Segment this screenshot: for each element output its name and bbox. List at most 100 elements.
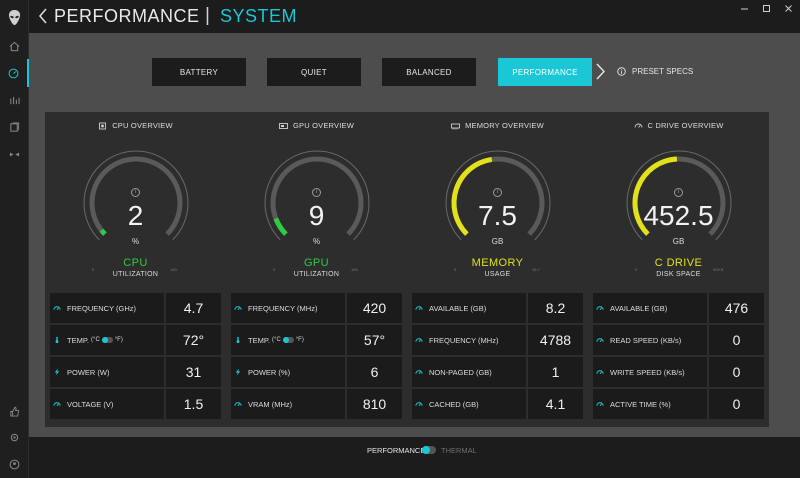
metric-value: 0 — [707, 325, 764, 355]
memory-overview-section: MEMORY OVERVIEW i 7.5 GB MEMORY USAGE 0 15.7 AV… — [407, 112, 588, 427]
mode-performance-button[interactable]: PERFORMANCE — [498, 58, 592, 86]
c-drive-overview-section: C DRIVE OVERVIEW i 452.5 GB C DRIVE DISK SPAC… — [588, 112, 769, 427]
metric-label-cell: VOLTAGE (V) — [53, 389, 161, 419]
sidebar — [0, 0, 29, 478]
gpu-icon — [279, 122, 288, 129]
metric-value: 57° — [345, 325, 402, 355]
page-subtitle: SYSTEM — [220, 6, 298, 26]
lighting-icon — [10, 96, 20, 104]
maximize-icon[interactable] — [762, 4, 771, 13]
section-header: C DRIVE OVERVIEW — [588, 121, 769, 130]
thumbs-up-icon — [10, 406, 20, 417]
metric-row: FREQUENCY (MHz) 4788 — [412, 325, 583, 355]
footer-bar: PERFORMANCE THERMAL — [29, 437, 800, 478]
metric-row: WRITE SPEED (KB/s) 0 — [593, 357, 764, 387]
gauge-icon — [53, 402, 61, 407]
gauge-label: GPU — [303, 257, 330, 269]
gauge-sublabel: UTILIZATION — [293, 271, 340, 278]
gauge-icon — [596, 306, 604, 311]
metric-label: READ SPEED (KB/s) — [610, 335, 682, 345]
metric-value: 0 — [707, 357, 764, 387]
gauge-max-label: 15.7 — [532, 267, 540, 272]
performance-thermal-toggle[interactable] — [422, 446, 436, 454]
temp-unit-toggle[interactable] — [282, 337, 294, 343]
metric-row: TEMP. (°C °F) 57° — [231, 325, 402, 355]
chevron-right-icon — [596, 63, 605, 80]
minimize-icon[interactable] — [740, 4, 749, 13]
metric-label-cell: FREQUENCY (MHz) — [234, 293, 342, 323]
sidebar-item-library[interactable] — [0, 113, 29, 141]
gauge-info-icon[interactable]: i — [45, 180, 226, 198]
sidebar-item-lighting[interactable] — [0, 86, 29, 114]
gauge-label: C DRIVE — [654, 257, 703, 269]
gauge-unit: GB — [491, 237, 504, 246]
info-icon — [617, 67, 626, 76]
metric-row: VRAM (MHz) 810 — [231, 389, 402, 419]
metric-label: AVAILABLE (GB) — [610, 303, 668, 313]
metrics-table: FREQUENCY (GHz) 4.7 TEMP. (°C °F) 72° POW… — [50, 293, 221, 420]
metric-value: 72° — [164, 325, 221, 355]
metric-label-cell: POWER (%) — [234, 357, 342, 387]
bolt-icon — [235, 368, 241, 376]
gpu-overview-section: GPU OVERVIEW i 9% GPU UTILIZATION 0 100 FREQUE… — [226, 112, 407, 427]
sidebar-item-feedback[interactable] — [0, 397, 29, 425]
preset-specs-link[interactable]: PRESET SPECS — [617, 67, 693, 76]
gauge-track — [270, 156, 364, 236]
sidebar-item-performance[interactable] — [0, 59, 29, 87]
temp-unit-toggle[interactable] — [101, 337, 113, 343]
gauge-min-label: 0 — [92, 267, 95, 272]
metric-label: FREQUENCY (GHz) — [67, 303, 137, 313]
gauge-info-icon[interactable]: i — [407, 180, 588, 198]
gauge-outer-ring — [445, 150, 551, 241]
metric-label: NON-PAGED (GB) — [429, 367, 492, 377]
back-arrow-icon[interactable] — [38, 8, 48, 24]
mode-quiet-button[interactable]: QUIET — [267, 58, 361, 86]
metric-label-cell: FREQUENCY (MHz) — [415, 325, 523, 355]
section-header: GPU OVERVIEW — [226, 121, 407, 130]
speedometer-icon — [8, 68, 19, 78]
gauge-icon — [596, 370, 604, 375]
gauge-value: 2 — [127, 200, 144, 231]
sidebar-item-home[interactable] — [0, 32, 29, 60]
gauge-unit: % — [131, 237, 140, 246]
close-icon[interactable] — [784, 4, 793, 13]
metric-label-cell: AVAILABLE (GB) — [415, 293, 523, 323]
sidebar-item-settings[interactable] — [0, 423, 29, 451]
fahrenheit-label: °F) — [295, 337, 304, 343]
metric-row: FREQUENCY (MHz) 420 — [231, 293, 402, 323]
gauge-info-icon[interactable]: i — [588, 180, 769, 198]
metric-row: AVAILABLE (GB) 8.2 — [412, 293, 583, 323]
metric-value: 810 — [345, 389, 402, 419]
metric-row: NON-PAGED (GB) 1 — [412, 357, 583, 387]
mode-battery-button[interactable]: BATTERY — [152, 58, 246, 86]
gauge-unit: GB — [672, 237, 685, 246]
gauge-label: CPU — [123, 257, 148, 269]
gauge-ring — [264, 150, 370, 241]
gauge-fill — [632, 156, 678, 236]
metrics-table: AVAILABLE (GB) 8.2 FREQUENCY (MHz) 4788 … — [412, 293, 583, 420]
metric-row: FREQUENCY (GHz) 4.7 — [50, 293, 221, 323]
metric-row: CACHED (GB) 4.1 — [412, 389, 583, 419]
sidebar-item-account[interactable] — [0, 450, 29, 478]
section-title: MEMORY OVERVIEW — [465, 121, 544, 130]
metric-label: VRAM (MHz) — [248, 399, 293, 409]
gauge-icon — [415, 370, 423, 375]
metrics-table: AVAILABLE (GB) 476 READ SPEED (KB/s) 0 W… — [593, 293, 764, 420]
gauge-value: 452.5 — [643, 200, 714, 231]
sidebar-item-audio[interactable] — [0, 140, 29, 168]
metric-row: TEMP. (°C °F) 72° — [50, 325, 221, 355]
gauge-icon — [415, 338, 423, 343]
metric-label: TEMP. — [248, 335, 270, 345]
metric-value: 4788 — [526, 325, 583, 355]
gauge-info-icon[interactable]: i — [226, 180, 407, 198]
metric-label-cell: ACTIVE TIME (%) — [596, 389, 704, 419]
gauge-icon — [415, 306, 423, 311]
gauge-unit: % — [312, 237, 321, 246]
section-header: MEMORY OVERVIEW — [407, 121, 588, 130]
mode-balanced-button[interactable]: BALANCED — [382, 58, 476, 86]
fahrenheit-label: °F) — [114, 337, 123, 343]
alien-logo-icon — [8, 10, 21, 25]
drive-icon — [634, 123, 642, 128]
info-glyph: i — [493, 188, 502, 197]
